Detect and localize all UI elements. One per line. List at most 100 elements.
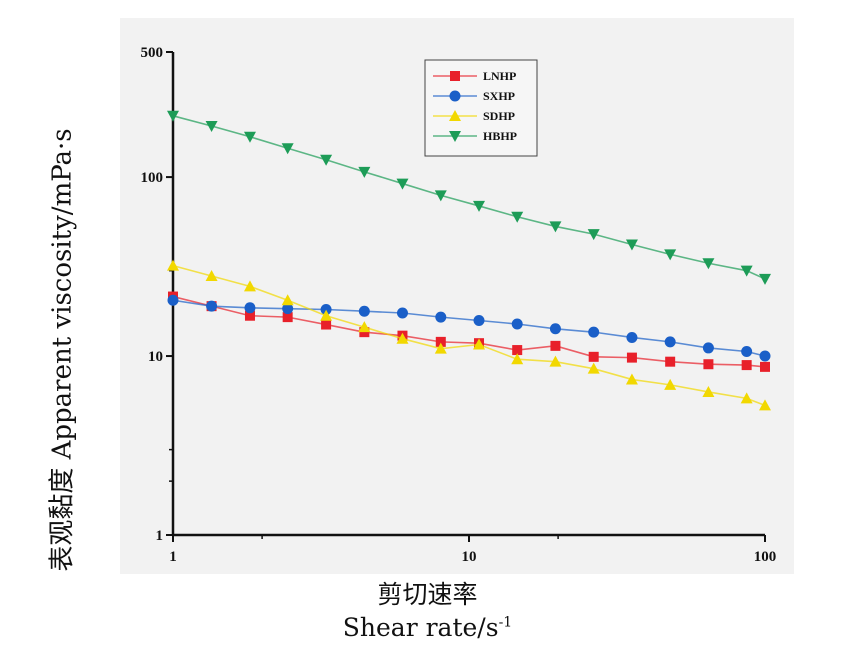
y-tick-label: 10 bbox=[148, 349, 163, 365]
legend-item-sxhp: SXHP bbox=[433, 89, 515, 103]
data-point-sdhp bbox=[511, 353, 524, 365]
series-sxhp bbox=[167, 294, 771, 362]
data-point-sxhp bbox=[473, 314, 485, 326]
data-point-lnhp bbox=[244, 310, 255, 321]
data-point-hbhp bbox=[702, 258, 715, 270]
data-point-lnhp bbox=[321, 319, 332, 330]
data-point-sdhp bbox=[320, 309, 333, 321]
y-tick-label: 500 bbox=[141, 45, 164, 61]
legend-item-lnhp: LNHP bbox=[433, 69, 516, 83]
data-point-sxhp bbox=[626, 331, 638, 343]
data-point-lnhp bbox=[512, 345, 523, 356]
data-point-sdhp bbox=[549, 355, 562, 367]
data-point-hbhp bbox=[759, 273, 771, 285]
data-point-sxhp bbox=[244, 302, 256, 314]
data-point-sxhp bbox=[511, 318, 523, 330]
data-point-sxhp bbox=[206, 300, 218, 312]
x-tick-label: 1 bbox=[169, 549, 177, 565]
data-point-hbhp bbox=[625, 239, 638, 251]
data-point-hbhp bbox=[549, 221, 562, 233]
legend-box bbox=[424, 59, 538, 157]
data-point-sdhp bbox=[664, 378, 677, 390]
data-point-sdhp bbox=[167, 259, 179, 271]
legend-marker-hbhp bbox=[449, 131, 461, 142]
x-axis-title-english-text: Shear rate/s bbox=[342, 613, 499, 642]
x-axis-title-chinese: 剪切速率 bbox=[377, 580, 478, 609]
series-line-sdhp bbox=[172, 264, 766, 407]
data-point-hbhp bbox=[243, 131, 256, 143]
data-point-sxhp bbox=[741, 346, 753, 358]
x-axis-title-unit-exponent: -1 bbox=[498, 614, 513, 631]
data-point-sxhp bbox=[702, 342, 714, 354]
x-tick-label: 10 bbox=[462, 549, 477, 565]
x-tick-label: 100 bbox=[754, 549, 777, 565]
data-point-hbhp bbox=[281, 143, 294, 155]
data-point-sdhp bbox=[396, 332, 409, 344]
series-line-lnhp bbox=[172, 295, 766, 368]
data-point-sdhp bbox=[740, 392, 753, 404]
legend-marker-sxhp bbox=[449, 90, 461, 102]
data-point-lnhp bbox=[741, 360, 752, 371]
data-point-lnhp bbox=[435, 336, 446, 347]
data-point-hbhp bbox=[167, 110, 179, 122]
axes: 1 10 100 500 1 10 100 bbox=[141, 45, 777, 565]
data-point-lnhp bbox=[550, 340, 561, 351]
data-point-hbhp bbox=[473, 200, 486, 212]
chart-svg: 1 10 100 500 1 10 100 LNHP SXHP SDHP HBHP bbox=[141, 45, 777, 565]
series-lnhp bbox=[168, 291, 770, 372]
data-point-sxhp bbox=[320, 304, 332, 316]
data-point-sdhp bbox=[205, 270, 218, 282]
data-point-sxhp bbox=[396, 307, 408, 319]
data-point-lnhp bbox=[703, 359, 714, 370]
data-point-sdhp bbox=[587, 362, 600, 374]
data-point-hbhp bbox=[320, 154, 333, 166]
series-line-sxhp bbox=[172, 299, 766, 357]
legend-item-hbhp: HBHP bbox=[433, 129, 517, 143]
data-point-hbhp bbox=[664, 249, 677, 261]
data-point-sdhp bbox=[243, 280, 256, 292]
x-axis-title-english: Shear rate/s-1 bbox=[0, 613, 855, 642]
data-point-lnhp bbox=[588, 351, 599, 362]
legend-label-lnhp: LNHP bbox=[483, 69, 516, 83]
data-point-hbhp bbox=[740, 265, 753, 277]
data-point-hbhp bbox=[434, 190, 447, 202]
data-point-lnhp bbox=[760, 361, 770, 372]
data-point-sdhp bbox=[473, 338, 486, 350]
series-sdhp bbox=[167, 259, 771, 411]
data-point-hbhp bbox=[511, 211, 524, 223]
data-point-lnhp bbox=[665, 356, 676, 367]
legend-label-hbhp: HBHP bbox=[483, 129, 517, 143]
data-point-hbhp bbox=[358, 166, 371, 178]
data-point-sdhp bbox=[625, 373, 638, 385]
data-point-sxhp bbox=[549, 323, 561, 335]
data-point-lnhp bbox=[282, 312, 293, 323]
data-point-sxhp bbox=[435, 311, 447, 323]
legend-label-sxhp: SXHP bbox=[483, 89, 515, 103]
legend-marker-sdhp bbox=[449, 110, 461, 121]
data-point-sdhp bbox=[759, 399, 771, 411]
data-point-hbhp bbox=[396, 178, 409, 190]
series-hbhp bbox=[167, 110, 771, 285]
data-point-hbhp bbox=[587, 229, 600, 241]
chart-frame: 1 10 100 500 1 10 100 LNHP SXHP SDHP HBHP bbox=[120, 18, 794, 574]
y-tick-label: 100 bbox=[141, 170, 164, 186]
data-point-sxhp bbox=[282, 303, 294, 315]
data-point-hbhp bbox=[205, 120, 218, 132]
data-point-sdhp bbox=[358, 321, 371, 333]
legend-item-sdhp: SDHP bbox=[433, 109, 515, 123]
data-point-sdhp bbox=[434, 342, 447, 354]
data-point-sxhp bbox=[664, 336, 676, 348]
data-point-sdhp bbox=[702, 385, 715, 397]
y-tick-label: 1 bbox=[156, 528, 164, 544]
legend-marker-lnhp bbox=[450, 71, 460, 81]
data-point-sxhp bbox=[358, 305, 370, 317]
data-point-sxhp bbox=[759, 350, 771, 362]
data-point-sdhp bbox=[281, 294, 294, 306]
series-layer bbox=[167, 110, 771, 411]
legend-label-sdhp: SDHP bbox=[483, 109, 515, 123]
data-point-sxhp bbox=[588, 326, 600, 338]
y-axis-title-text: 表观黏度 Apparent viscosity/mPa·s bbox=[47, 128, 78, 572]
legend: LNHP SXHP SDHP HBHP bbox=[424, 59, 538, 157]
data-point-lnhp bbox=[626, 352, 637, 363]
data-point-sxhp bbox=[167, 294, 179, 306]
